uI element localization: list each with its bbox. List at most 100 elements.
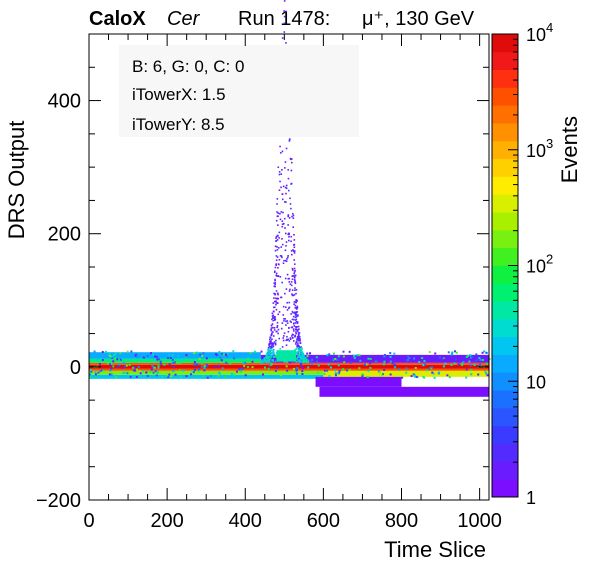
heatmap-cell [284,259,287,262]
heatmap-cell [284,292,286,295]
heatmap-cell [311,358,314,361]
heatmap-cell [120,357,123,360]
heatmap-cell [287,214,290,216]
heatmap-cell [270,324,273,327]
heatmap-cell [281,193,284,195]
heatmap-cell [178,368,181,371]
heatmap-cell [177,354,180,357]
heatmap-cell [369,366,372,369]
color-scale-segment [492,301,518,320]
heatmap-cell [274,343,277,346]
heatmap-cell [285,187,288,190]
heatmap-cell [293,250,295,253]
y-tick-label: −200 [36,490,81,512]
heatmap-cell [271,312,274,315]
heatmap-cell [134,369,137,372]
heatmap-cell [281,37,284,39]
heatmap-cell [233,357,236,360]
heatmap-cell [272,335,275,337]
heatmap-cell [310,360,313,363]
heatmap-cell [275,300,277,302]
heatmap-band [89,370,371,375]
y-axis-title: DRS Output [4,121,29,240]
heatmap-cell [280,186,282,189]
experiment-name: CaloX [89,8,146,30]
heatmap-cell [349,361,352,364]
heatmap-cell [465,355,468,358]
heatmap-cell [280,211,283,213]
heatmap-cell [289,288,291,291]
heatmap-cell [270,329,273,332]
heatmap-cell [425,369,428,372]
heatmap-cell [115,376,118,379]
heatmap-cell [134,354,137,357]
heatmap-cell [331,357,334,360]
heatmap-cell [270,351,273,354]
heatmap-cell [297,332,300,334]
heatmap-cell [276,366,279,369]
heatmap-cell [280,173,283,175]
heatmap-cell [266,352,269,354]
heatmap-cell [293,267,296,270]
heatmap-cell [297,359,300,362]
heatmap-cell [274,285,276,288]
heatmap-cell [295,315,298,318]
heatmap-cell [389,355,392,358]
heatmap-cell [243,365,246,368]
heatmap-cell [276,203,278,205]
heatmap-cell [283,335,285,337]
heatmap-cell [334,374,337,377]
heatmap-cell [169,357,172,360]
heatmap-cell [199,353,202,356]
heatmap-cell [301,361,303,363]
heatmap-cell [273,319,276,321]
heatmap-cell [292,294,295,297]
heatmap-cell [300,356,303,358]
heatmap-cell [218,358,221,361]
heatmap-cell [275,339,277,342]
heatmap-cell [90,370,93,373]
heatmap-cell [102,369,105,372]
heatmap-cell [406,359,409,362]
heatmap-cell [206,365,209,368]
heatmap-cell [367,357,370,360]
heatmap-cell [298,332,301,334]
heatmap-cell [342,368,345,371]
color-scale-segment [492,247,518,266]
heatmap-cell [294,335,296,338]
heatmap-cell [142,356,145,359]
heatmap-cell [275,303,277,306]
heatmap-cell [297,338,300,340]
heatmap-cell [281,281,283,284]
heatmap-cell [272,360,274,363]
heatmap-cell [243,361,246,364]
heatmap-cell [142,370,145,373]
heatmap-cell [283,31,286,33]
heatmap-cell [474,360,477,363]
heatmap-cell [353,355,356,358]
heatmap-cell [270,362,273,365]
heatmap-cell [269,338,271,341]
heatmap-cell [108,352,111,355]
heatmap-cell [304,357,307,359]
heatmap-cell [182,369,185,372]
heatmap-cell [273,327,276,329]
heatmap-cell [279,218,282,221]
heatmap-cell [283,332,286,335]
heatmap-cell [454,358,457,361]
heatmap-cell [301,359,303,362]
heatmap-cell [457,359,460,362]
heatmap-cell [266,361,268,364]
heatmap-cell [271,323,274,325]
heatmap-cell [145,371,148,374]
heatmap-cell [291,267,294,270]
color-scale-segment [492,123,518,142]
heatmap-cell [108,373,111,376]
heatmap-cell [295,307,298,309]
heatmap-cell [107,354,110,357]
heatmap-cell [280,327,283,330]
heatmap-cell [469,364,472,367]
heatmap-cell [278,337,281,340]
heatmap-cell [297,344,299,346]
heatmap-cell [122,371,125,374]
